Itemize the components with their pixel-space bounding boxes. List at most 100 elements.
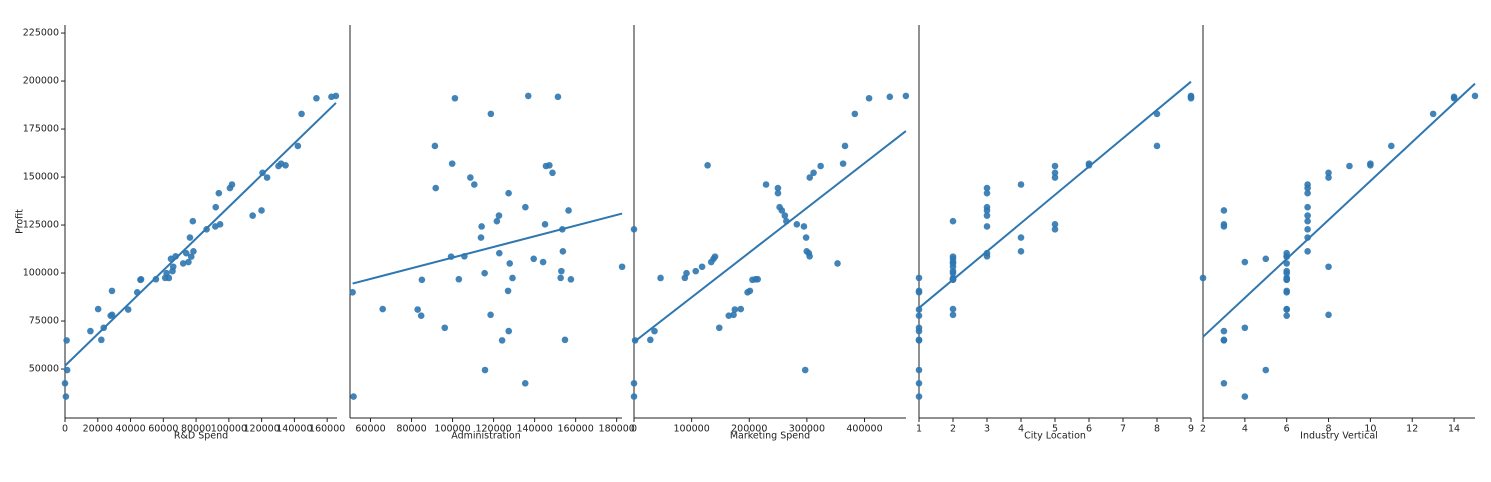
data-point [282,161,289,169]
data-point [834,260,841,267]
data-point [190,248,197,255]
data-point [915,366,923,374]
regression-line [352,212,623,285]
data-point [1471,92,1479,100]
x-tick-label: 0 [631,424,637,435]
data-point [1187,94,1195,102]
data-point [530,255,537,263]
data-point [1304,226,1311,233]
data-point [98,336,105,344]
data-point [549,169,556,177]
x-axis-label: R&D Spend [174,431,228,442]
data-point [1051,221,1059,228]
data-point [915,393,923,400]
y-tick-label: 225000 [23,28,59,39]
x-tick-label: 120000 [475,424,511,435]
data-point [212,203,220,211]
data-point [124,306,132,313]
x-axis-label: Administration [451,431,521,442]
data-point [263,174,271,181]
data-point [1262,366,1270,374]
data-point [983,207,991,214]
data-point [630,380,638,387]
x-tick-label: 1 [916,424,922,435]
data-point [448,160,456,167]
data-point [1304,212,1311,219]
data-point [559,248,567,255]
x-tick-label: 40000 [115,424,145,435]
x-tick-label: 12 [1406,424,1418,435]
x-tick-label: 10 [1364,424,1376,435]
data-point [983,252,991,260]
x-tick-label: 9 [1188,424,1194,435]
data-point [1346,162,1353,170]
data-point [810,169,817,177]
data-point [495,249,503,257]
data-point [165,274,173,282]
x-tick-label: 4 [1018,424,1024,435]
data-point [800,223,808,230]
data-point [350,393,357,400]
y-tick-label: 125000 [23,220,59,231]
data-point [1153,110,1161,118]
data-point [63,366,71,374]
data-point [865,94,873,102]
data-point [417,312,425,319]
data-point [1304,248,1311,255]
data-point [983,189,991,197]
data-point [498,337,506,344]
data-point [108,287,116,295]
data-point [313,94,320,102]
data-point [851,110,859,118]
data-point [817,162,824,170]
data-point [1199,274,1207,282]
data-point [1283,260,1290,267]
data-point [1051,174,1059,181]
data-point [431,142,439,150]
data-point [983,223,991,230]
data-point [949,305,957,313]
data-point [203,226,210,233]
data-point [915,312,923,319]
data-point [949,276,957,284]
x-tick-label: 160000 [309,424,345,435]
data-point [1304,184,1311,192]
data-point [557,274,564,282]
data-point [432,184,440,192]
data-point [558,267,565,275]
data-point [189,217,197,225]
data-point [1085,161,1093,169]
data-point [505,189,512,197]
data-point [1283,253,1290,260]
data-point [275,162,282,170]
x-tick-label: 80000 [396,424,426,435]
data-point [1450,94,1458,102]
data-point [137,276,144,284]
data-point [1241,258,1249,266]
data-point [539,258,547,266]
data-point [698,263,706,271]
x-tick-label: 6 [1086,424,1092,435]
x-tick-label: 2 [1200,424,1206,435]
data-point [949,217,957,225]
data-point [441,324,449,332]
data-point [1325,263,1332,271]
data-point [886,93,894,101]
data-point [187,253,195,260]
x-tick-label: 400000 [846,424,882,435]
data-point [249,212,256,219]
x-tick-label: 100000 [211,424,247,435]
x-tick-label: 8 [1154,424,1160,435]
data-point [806,252,813,260]
data-point [294,142,302,150]
x-tick-label: 60000 [355,424,385,435]
data-point [1017,248,1025,255]
x-tick-label: 14 [1448,424,1460,435]
data-point [657,274,664,282]
data-point [63,337,70,344]
data-point [692,267,700,275]
x-tick-label: 5 [1052,424,1058,435]
data-point [298,110,305,118]
x-tick-label: 200000 [731,424,767,435]
